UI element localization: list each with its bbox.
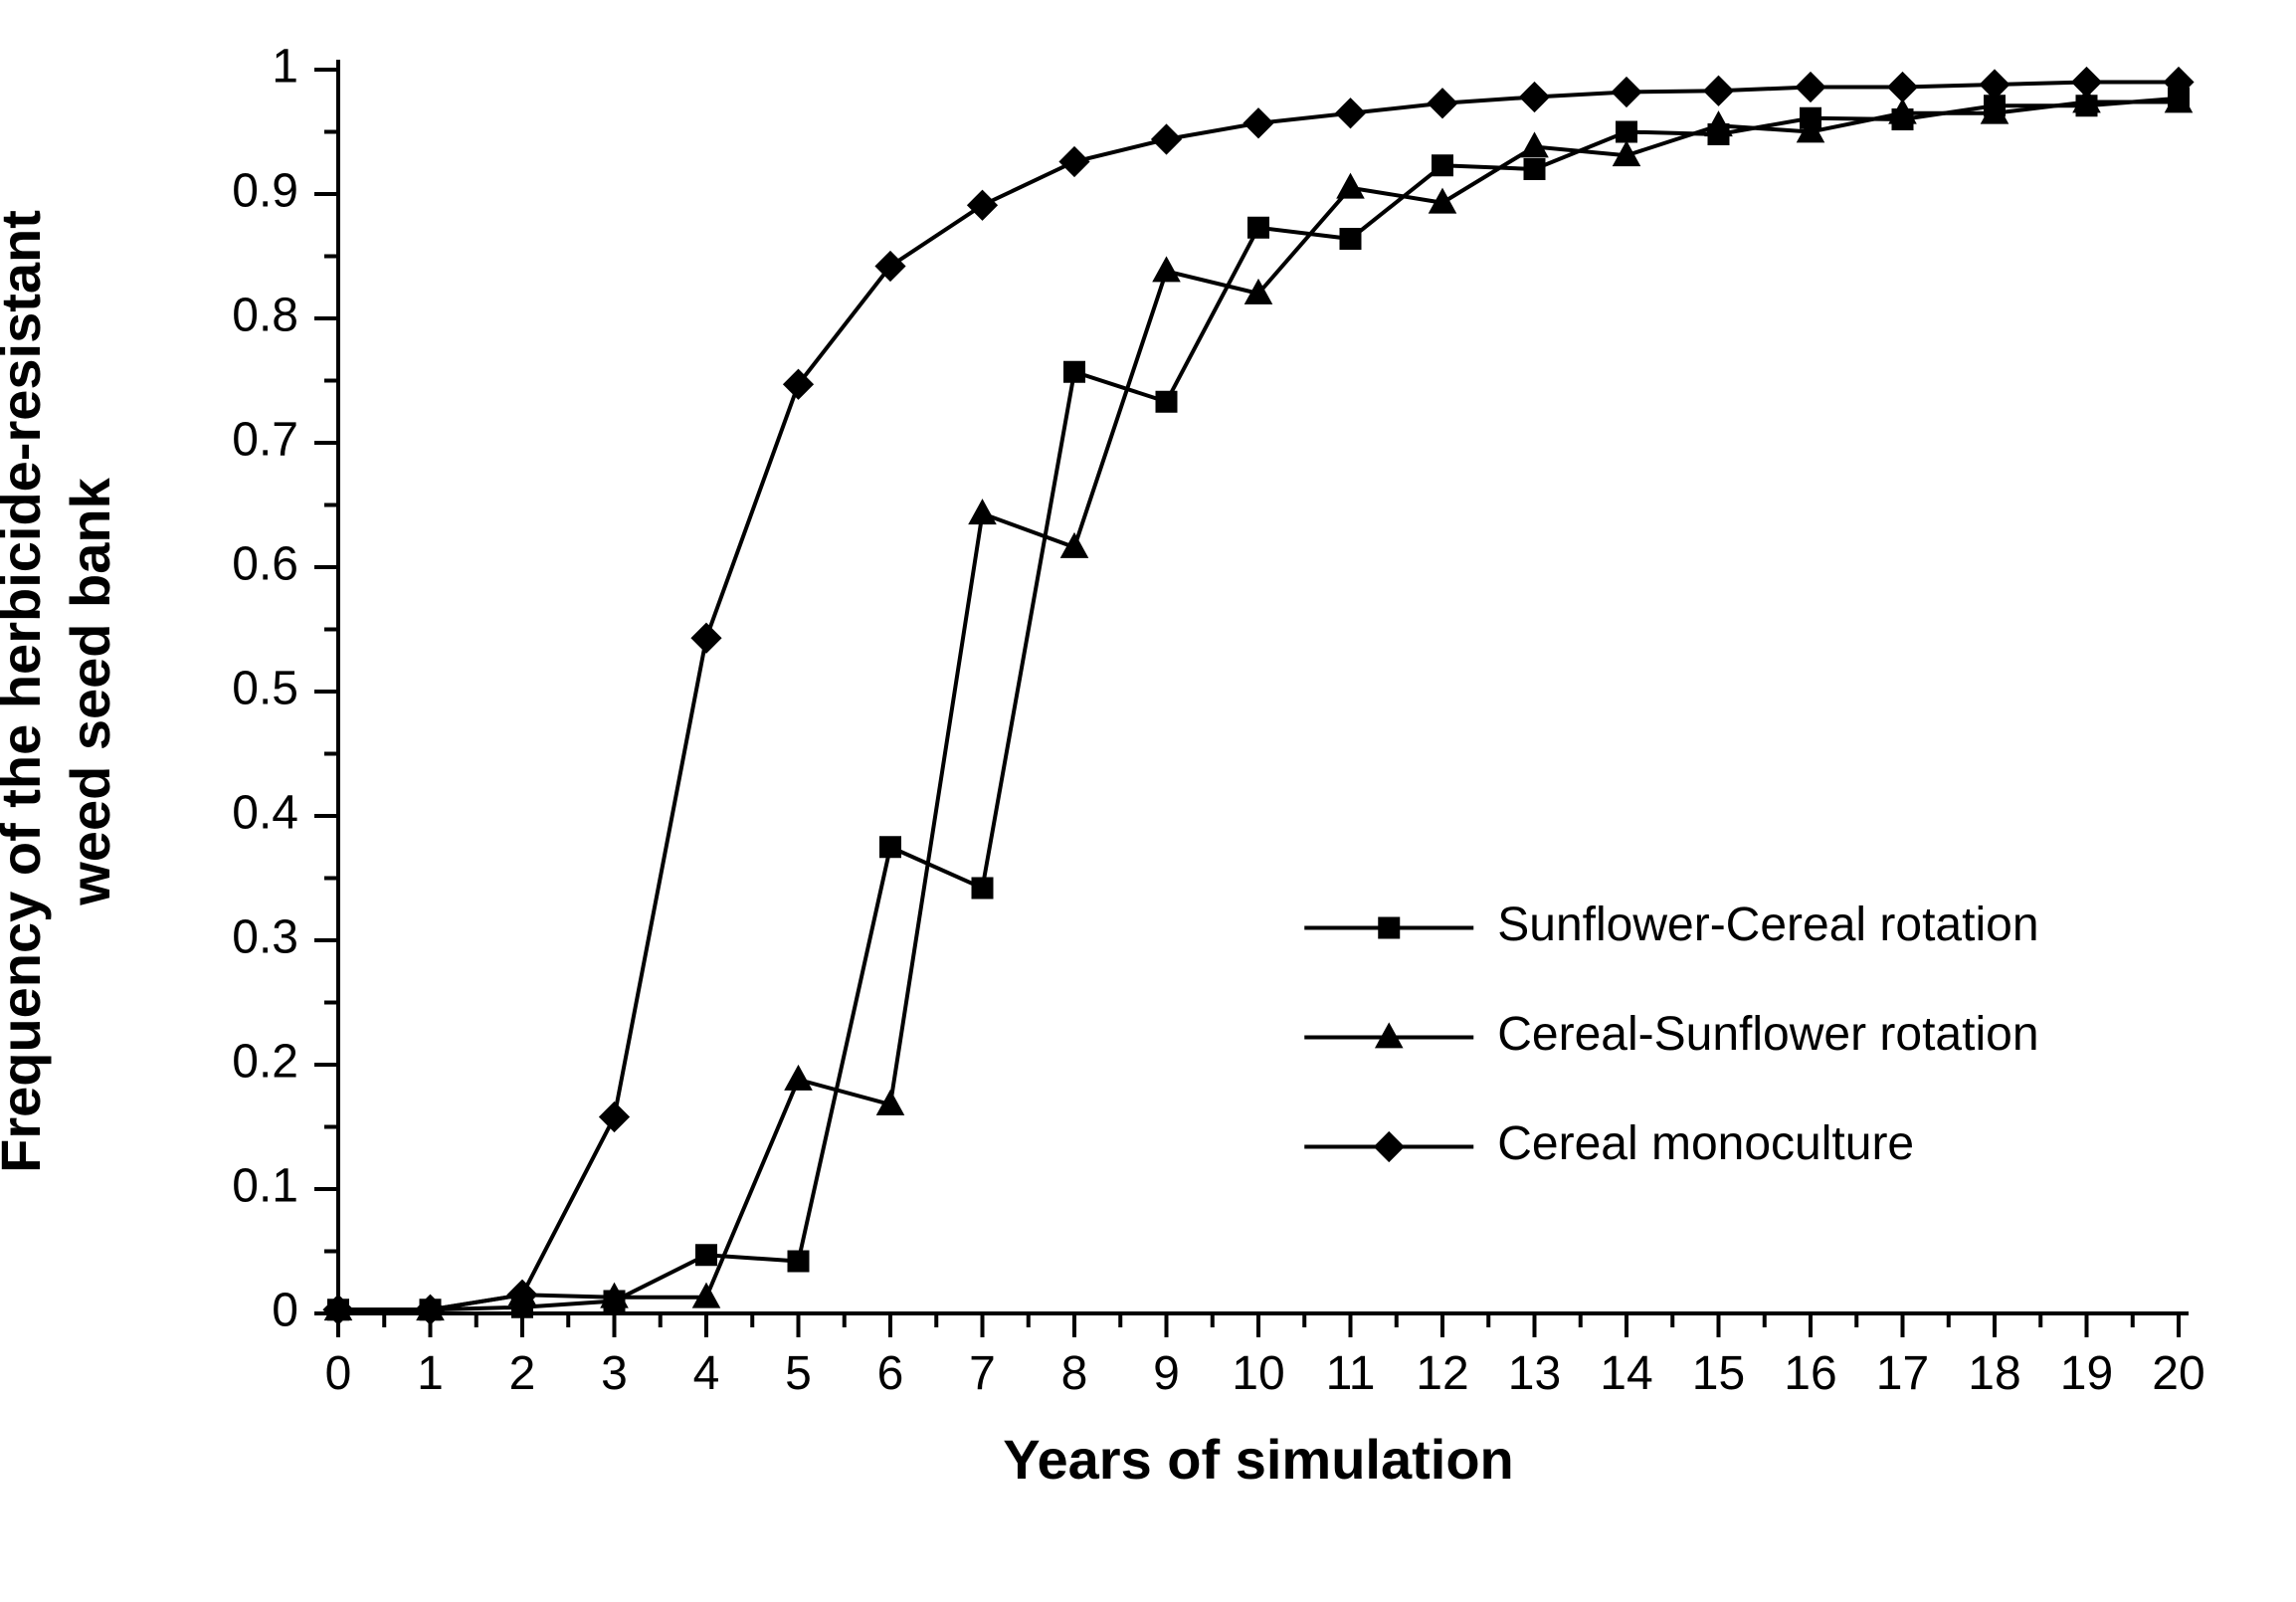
y-tick-label: 0.8	[232, 290, 298, 342]
line-chart: 00.10.20.30.40.50.60.70.80.9101234567891…	[0, 0, 2296, 1602]
x-tick-label: 12	[1416, 1347, 1468, 1400]
x-tick-label: 19	[2060, 1347, 2113, 1400]
x-tick-label: 16	[1784, 1347, 1836, 1400]
y-tick-label: 0.2	[232, 1036, 298, 1089]
x-tick-label: 2	[509, 1347, 536, 1400]
x-tick-label: 9	[1153, 1347, 1180, 1400]
x-tick-label: 14	[1600, 1347, 1652, 1400]
x-tick-label: 3	[601, 1347, 628, 1400]
y-tick-label: 0.6	[232, 538, 298, 591]
x-tick-label: 7	[969, 1347, 996, 1400]
y-tick-label: 1	[272, 41, 298, 94]
y-tick-label: 0.7	[232, 414, 298, 467]
svg-text:Frequency of the herbicide-res: Frequency of the herbicide-resistant	[0, 210, 52, 1173]
x-tick-label: 13	[1508, 1347, 1561, 1400]
y-tick-label: 0	[272, 1285, 298, 1337]
x-tick-label: 17	[1876, 1347, 1929, 1400]
x-axis-label: Years of simulation	[1003, 1428, 1514, 1491]
x-tick-label: 4	[693, 1347, 720, 1400]
x-tick-label: 10	[1232, 1347, 1284, 1400]
y-tick-label: 0.3	[232, 911, 298, 964]
y-tick-label: 0.4	[232, 787, 298, 840]
x-tick-label: 20	[2152, 1347, 2204, 1400]
y-tick-label: 0.1	[232, 1160, 298, 1213]
x-tick-label: 0	[325, 1347, 352, 1400]
x-tick-label: 11	[1326, 1347, 1376, 1400]
legend-label: Cereal-Sunflower rotation	[1497, 1008, 2038, 1061]
x-tick-label: 8	[1061, 1347, 1088, 1400]
y-tick-label: 0.9	[232, 165, 298, 218]
y-tick-label: 0.5	[232, 663, 298, 715]
x-tick-label: 15	[1692, 1347, 1745, 1400]
x-tick-label: 5	[785, 1347, 812, 1400]
legend-label: Sunflower-Cereal rotation	[1497, 899, 2038, 951]
x-tick-label: 1	[417, 1347, 444, 1400]
svg-text:weed seed bank: weed seed bank	[59, 477, 121, 905]
legend-label: Cereal monoculture	[1497, 1117, 1914, 1170]
chart-container: 00.10.20.30.40.50.60.70.80.9101234567891…	[0, 0, 2296, 1602]
x-tick-label: 18	[1968, 1347, 2020, 1400]
x-tick-label: 6	[877, 1347, 904, 1400]
